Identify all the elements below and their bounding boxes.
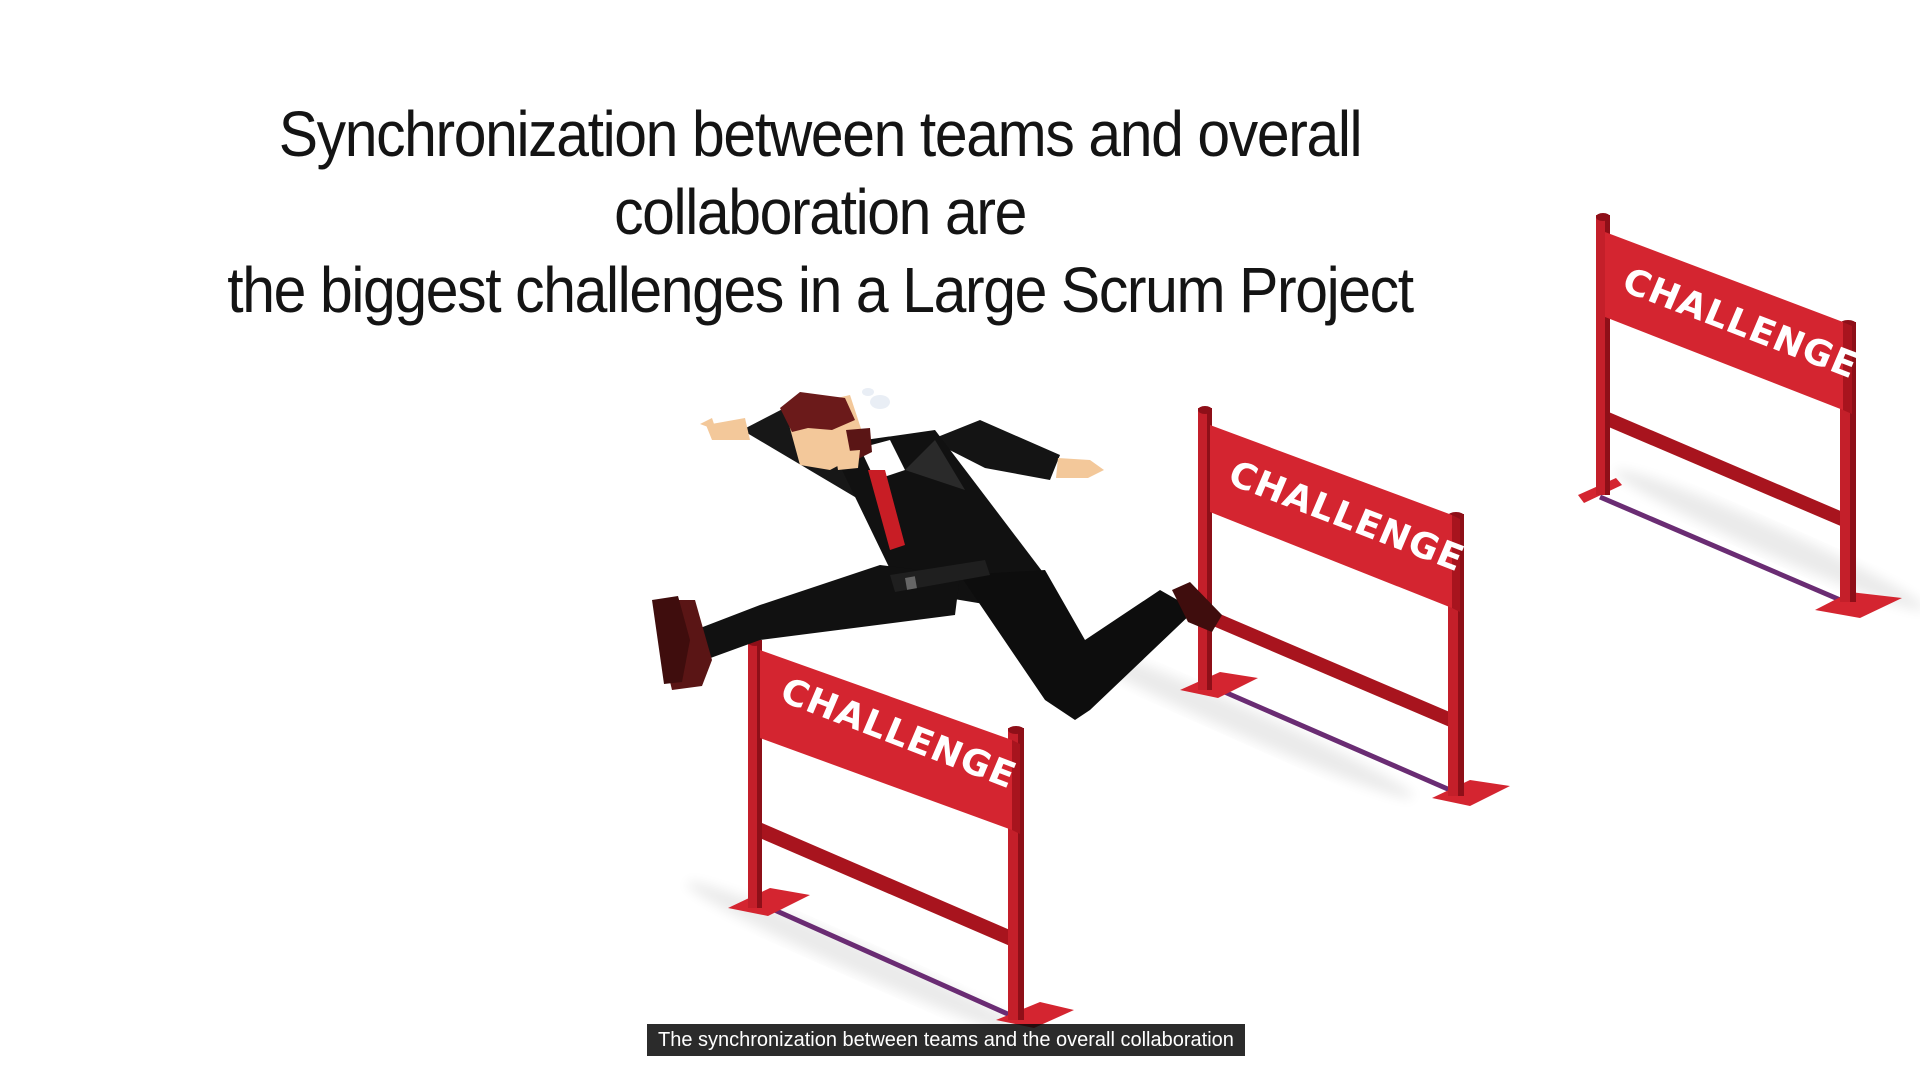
businessman-figure: [652, 388, 1222, 720]
hurdle-1: CHALLENGE: [686, 638, 1074, 1039]
hurdle-3: CHALLENGE: [1578, 213, 1920, 618]
headline-line-2: the biggest challenges in a Large Scrum …: [227, 254, 1414, 326]
video-caption: The synchronization between teams and th…: [647, 1024, 1245, 1056]
headline: Synchronization between teams and overal…: [121, 95, 1519, 329]
hurdle-2: CHALLENGE: [1066, 406, 1510, 806]
headline-line-1: Synchronization between teams and overal…: [278, 98, 1363, 248]
